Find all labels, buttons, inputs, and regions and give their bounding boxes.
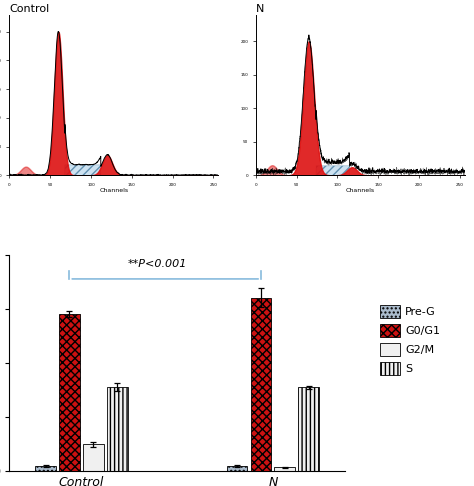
X-axis label: Channels: Channels [346,188,375,193]
Bar [35,466,56,471]
Bar [298,387,319,471]
Text: **P<0.001: **P<0.001 [128,260,187,269]
X-axis label: Channels: Channels [99,188,128,193]
Bar [274,468,295,471]
Bar [59,314,80,471]
Bar [83,444,104,471]
Text: N: N [256,4,264,14]
Bar [227,466,247,471]
Legend: Pre-G, G0/G1, G2/M, S: Pre-G, G0/G1, G2/M, S [377,303,443,377]
Bar [107,387,128,471]
Bar [251,298,272,471]
Text: Control: Control [9,4,50,14]
